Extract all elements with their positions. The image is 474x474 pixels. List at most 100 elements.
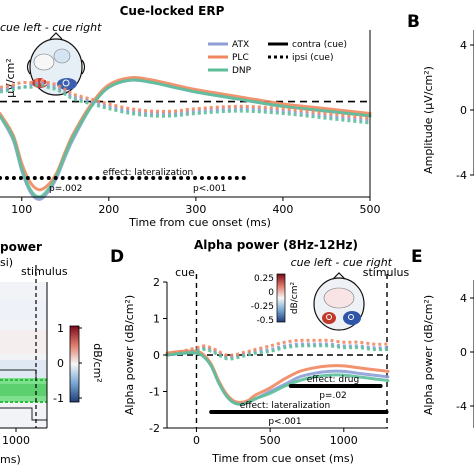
panel-d-plot: 0 500 1000 2 1 0 -1 -2 [149,274,390,447]
panel-d-series-atx-ipsi [166,342,389,359]
panel-a-significance-dot [186,176,191,180]
panel-d-subtitle: cue left - cue right [291,256,393,269]
panel-a-significance-dot [102,176,107,180]
panel-a-plot: 100 200 300 400 500 [0,30,381,216]
panel-d-drug-pvalue: p=.02 [319,391,347,401]
panel-a-significance-dot [172,176,177,180]
panel-a-effect-label: effect: lateralization [103,168,193,178]
panel-d-ytick-label: 2 [153,276,160,289]
panel-c: power si) stimulus 1000 ms) [0,240,104,466]
panel-a-significance-dot [81,176,86,180]
panel-a-significance-dot [46,176,51,180]
panel-a-series-dnp-contra [0,78,372,199]
panel-a-significance-dot [130,176,135,180]
panel-e-ytick-label: 4 [460,292,467,305]
panel-b-ytick-label: -4 [456,169,467,182]
panel-d-cue-label: cue [175,266,195,279]
panel-a-xlabel: Time from cue onset (ms) [128,216,271,229]
panel-d-xtick-label: 500 [260,434,281,447]
panel-c-subtitle: si) [0,256,13,269]
panel-c-xlabel: ms) [0,453,21,466]
panel-e: E Alpha power (dB/cm²) 4 0 -4 [411,247,474,428]
panel-d-ytick-label: -2 [149,422,160,435]
panel-b-ylabel: Amplitude (μV/cm²) [422,66,435,174]
panel-e-ytick-label: -4 [456,400,467,413]
panel-c-xtick: 1000 [2,434,30,447]
panel-a-significance-dot [18,176,23,180]
panel-d-cbar-tick-3: -0.25 [251,302,274,312]
panel-d-xlabel: Time from cue onset (ms) [211,452,354,465]
panel-a: Cue-locked ERP cue left - cue right μV/c… [0,4,381,229]
panel-a-significance-dot [32,176,37,180]
panel-a-significance-dot [158,176,163,180]
panel-e-ytick-label: 0 [460,346,467,359]
panel-d-series-dnp-contra [165,351,390,406]
panel-a-significance-dot [137,176,142,180]
panel-c-heatmap [0,265,48,432]
panel-a-series-dnp-ipsi [0,83,371,125]
panel-a-xtick-label: 300 [185,203,206,216]
panel-a-xtick-label: 200 [98,203,119,216]
panel-a-significance-dot [241,176,246,180]
panel-a-significance-dot [213,176,218,180]
panel-a-significance-dot [60,176,65,180]
panel-b: B Amplitude (μV/cm²) -4 0 4 [407,12,474,182]
panel-d-xtick-label: 1000 [330,434,358,447]
panel-a-significance-dot [95,176,100,180]
panel-a-significance-dot [206,176,211,180]
panel-d-xtick-label: 0 [193,434,200,447]
panel-a-significance-dot [193,176,198,180]
panel-d-lat-label: effect: lateralization [240,401,330,411]
panel-b-ytick-label: 4 [460,39,467,52]
panel-d-cbar-tick-2: 0 [268,288,274,298]
panel-c-title: power [0,240,42,254]
panel-d-cbar-tick-4: -0.5 [256,316,274,326]
panel-e-ylabel: Alpha power (dB/cm²) [422,295,435,415]
panel-c-cbar-tick-1: 1 [57,322,64,335]
panel-d-ylabel: Alpha power (dB/cm²) [123,295,136,415]
panel-a-significance-dot [165,176,170,180]
panel-d-series-dnp-ipsi [166,344,389,361]
legend-plc-label: PLC [232,53,249,63]
panel-a-significance-dot [109,176,114,180]
panel-b-letter: B [407,12,420,32]
panel-d: D Alpha power (8Hz-12Hz) cue left - cue … [110,238,410,465]
panel-a-significance-dot [39,176,44,180]
panel-a-subtitle: cue left - cue right [0,21,102,34]
panel-a-significance-dot [74,176,79,180]
panel-d-stimulus-label: stimulus [363,266,410,279]
panel-a-significance-dot [4,176,9,180]
panel-a-significance-dot [53,176,58,180]
panel-d-series-plc-ipsi [166,338,389,357]
panel-c-cbar-tick-m1: -1 [53,392,64,405]
legend-contra-label: contra (cue) [292,40,347,50]
panel-d-ytick-label: 0 [153,349,160,362]
panel-a-series-atx-ipsi [0,80,371,123]
panel-a-series-plc-ipsi [0,78,371,120]
panel-a-significance-dot [151,176,156,180]
panel-d-lat-pvalue: p<.001 [268,417,301,427]
panel-a-significance-dot [220,176,225,180]
panel-a-pvalue-1: p=.002 [49,184,82,194]
panel-a-legend: ATX PLC DNP contra (cue) ipsi (cue) [208,40,347,76]
panel-a-significance-dot [179,176,184,180]
panel-a-significance-dot [67,176,72,180]
panel-a-significance-dot [116,176,121,180]
panel-b-yaxis: -4 0 4 [456,30,474,182]
panel-a-title: Cue-locked ERP [120,4,225,18]
panel-d-cbar-tick-1: 0.25 [254,274,274,284]
legend-ipsi-label: ipsi (cue) [292,53,333,63]
panel-a-xtick-label: 100 [11,203,32,216]
panel-c-cbar-label: dB/cm² [91,343,104,382]
panel-d-title: Alpha power (8Hz-12Hz) [194,238,358,252]
panel-a-significance-dot [11,176,16,180]
panel-a-xtick-label: 500 [360,203,381,216]
panel-a-significance-dot [199,176,204,180]
panel-d-drug-label: effect: drug [307,375,359,385]
panel-d-topomap [276,272,365,331]
panel-d-ytick-label: 1 [153,313,160,326]
panel-a-significance-dot [234,176,239,180]
legend-atx-label: ATX [232,40,249,50]
panel-a-significance-dot [0,176,2,180]
